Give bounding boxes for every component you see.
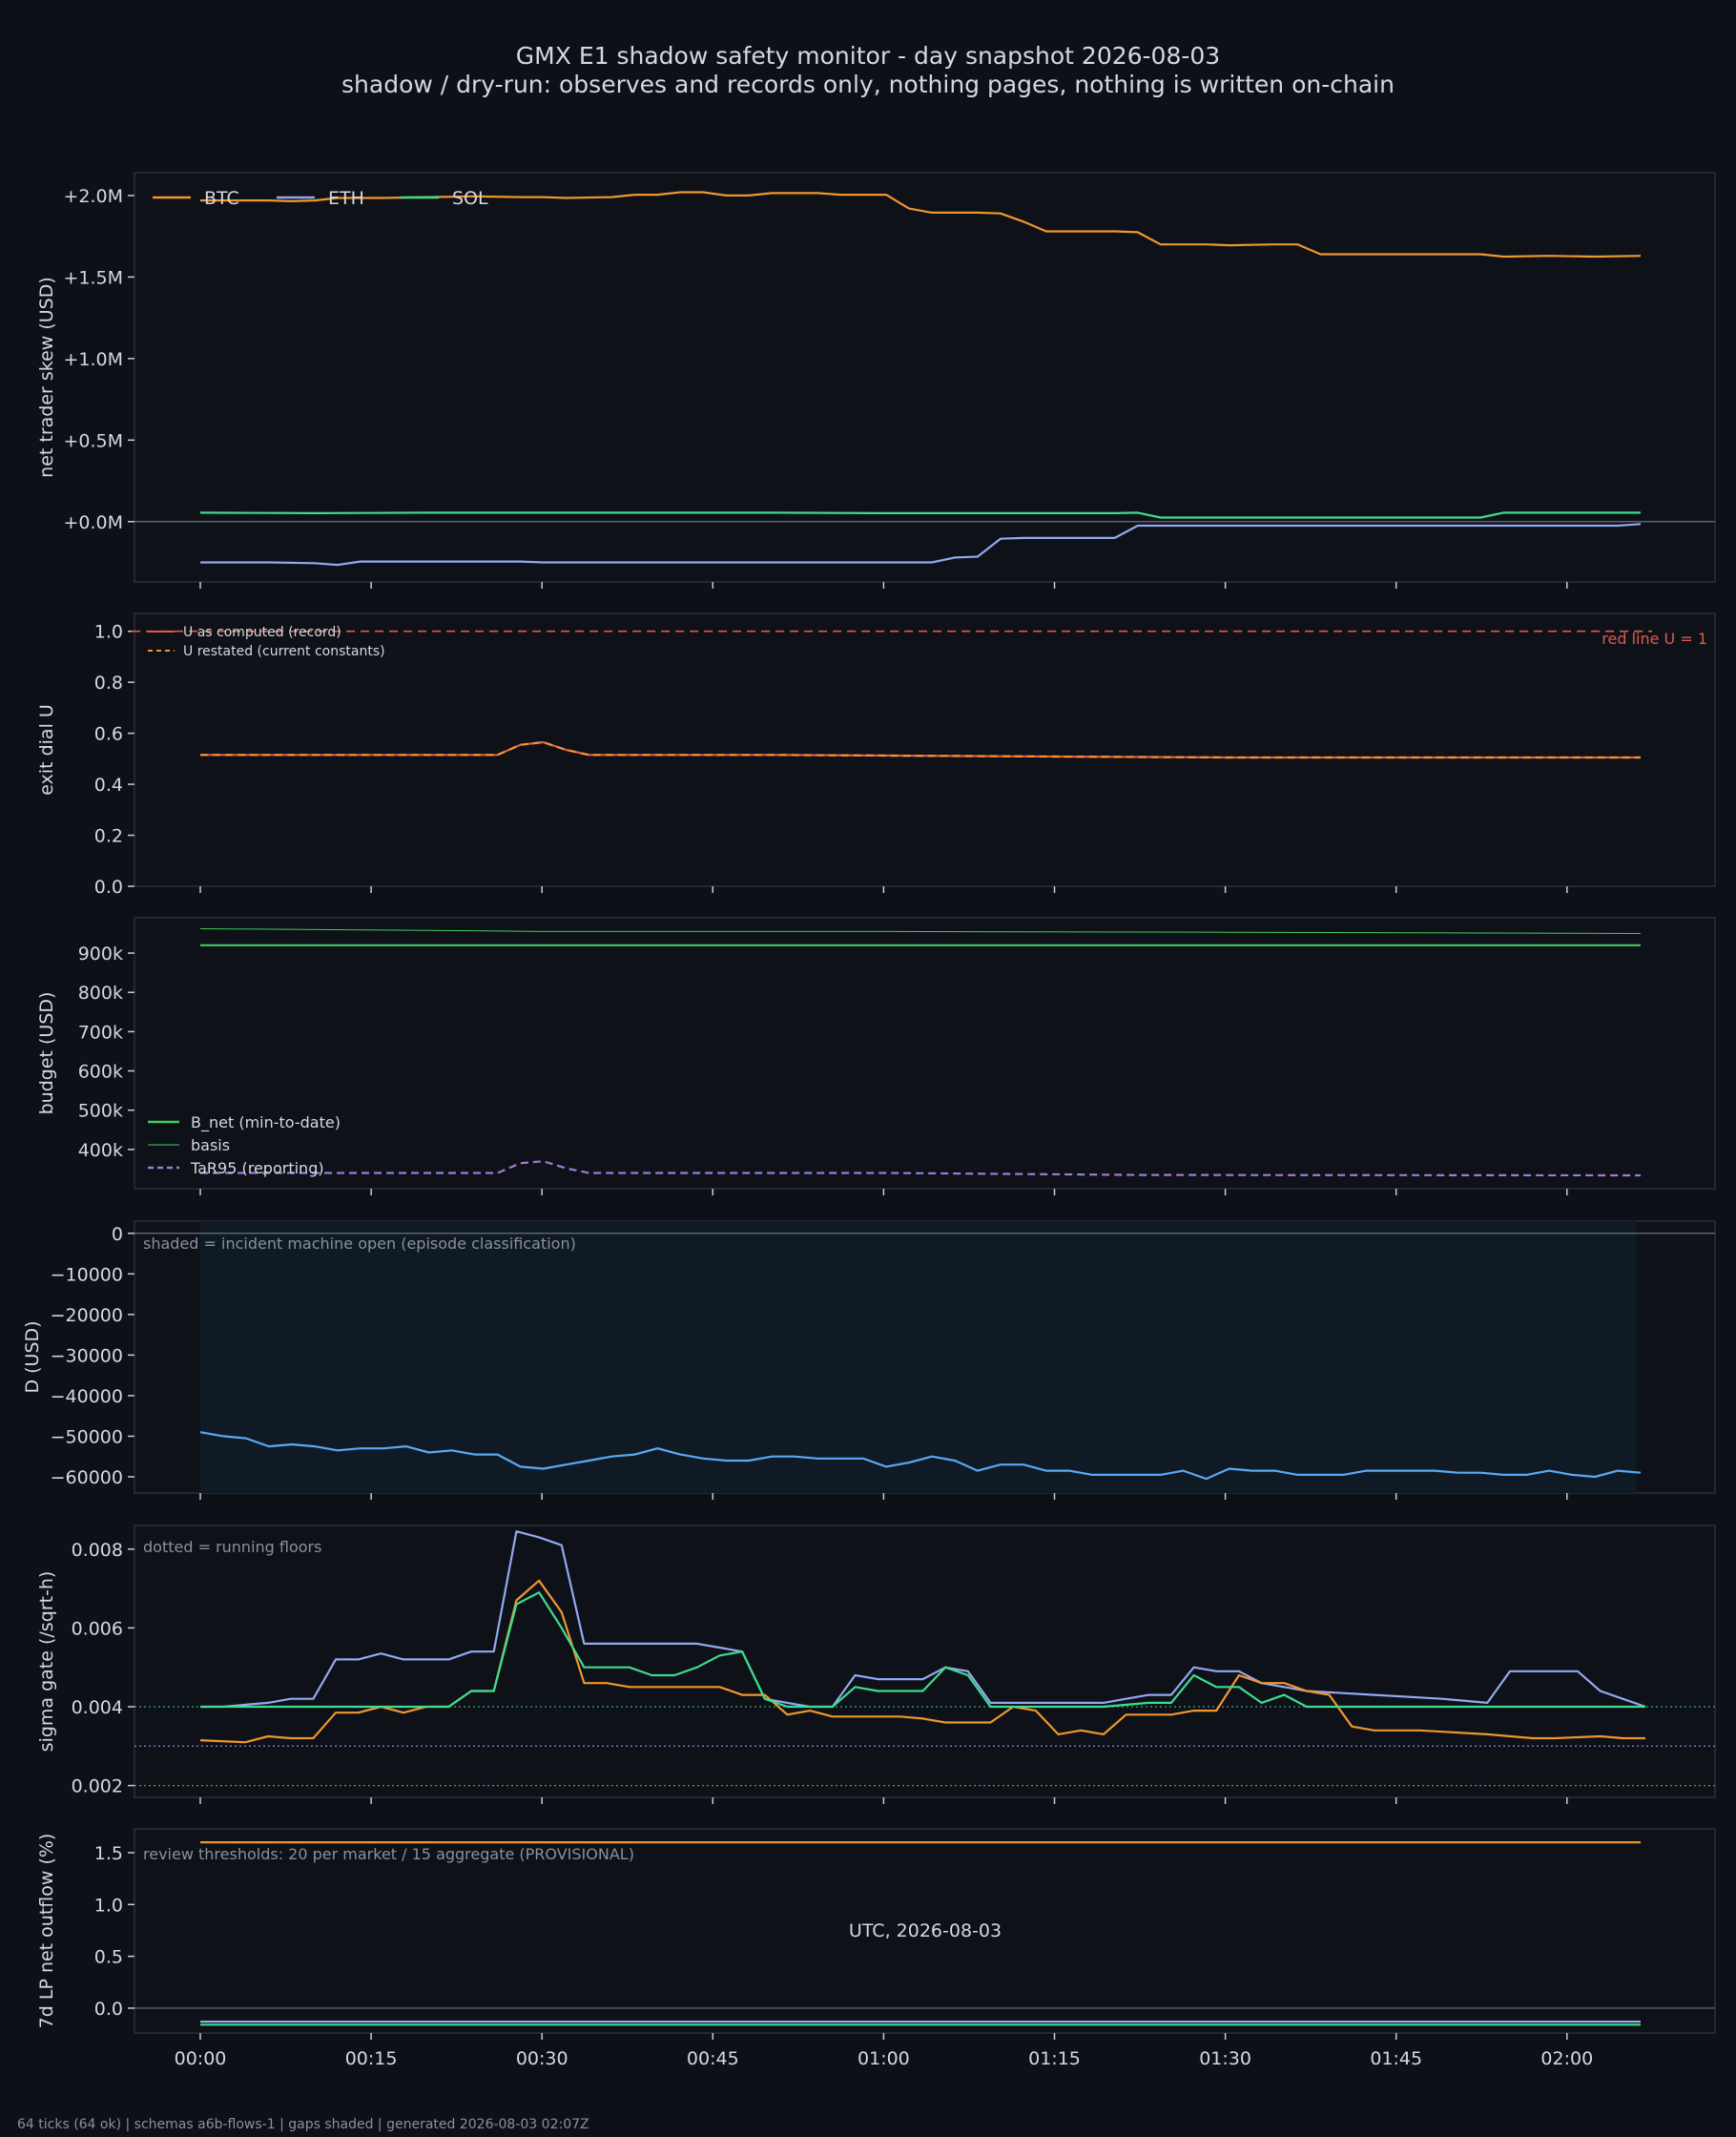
y-tick-label: 0.2 [94, 826, 123, 847]
legend-label: TaR95 (reporting) [190, 1159, 324, 1177]
legend-label: basis [191, 1136, 230, 1154]
figure-subtitle: shadow / dry-run: observes and records o… [341, 71, 1395, 98]
y-tick-label: −40000 [51, 1386, 123, 1407]
incident-shade [200, 1221, 1637, 1493]
x-tick-label: 00:15 [345, 2048, 398, 2069]
y-tick-label: 0.4 [94, 775, 123, 796]
x-tick-label: 01:30 [1199, 2048, 1251, 2069]
panel-frame [134, 917, 1716, 1190]
y-axis-label: D (USD) [22, 1320, 43, 1393]
x-tick-label: 00:45 [687, 2048, 739, 2069]
x-tick-label: 02:00 [1540, 2048, 1593, 2069]
series-line-tar95 [200, 1160, 1642, 1177]
y-tick-label: 0.006 [72, 1618, 123, 1639]
panel-frame [134, 172, 1716, 583]
y-axis-label: exit dial U [36, 704, 57, 796]
y-axis-label: net trader skew (USD) [36, 277, 57, 478]
figure-title: GMX E1 shadow safety monitor - day snaps… [516, 42, 1220, 70]
series-line-sol [200, 1591, 1645, 1709]
red-line-annotation: red line U = 1 [1602, 630, 1707, 648]
legend-label: U restated (current constants) [183, 644, 385, 659]
y-tick-label: 1.0 [94, 622, 123, 643]
panel-5: 0.002 0.004 0.006 0.008 sigma gate (/sqrt-h)… [36, 1525, 1716, 1804]
series-line-btc [200, 191, 1642, 259]
y-tick-label: 700k [78, 1022, 123, 1043]
x-axis-label: UTC, 2026-08-03 [849, 1920, 1002, 1941]
y-tick-label: +0.0M [63, 512, 123, 533]
panel-3: 400k 500k 600k 700k 800k 900k budget (USD) B_ne… [36, 917, 1716, 1195]
panel-2: 0.0 0.2 0.4 0.6 0.8 1.0 exit dial U U as comput… [36, 612, 1716, 898]
panel-4: 0 −10000 −20000 −30000 −40000 −50000 −60000 D (… [22, 1220, 1716, 1500]
legend-label: SOL [452, 188, 488, 209]
y-tick-label: +2.0M [63, 186, 123, 207]
y-tick-label: 900k [78, 944, 123, 965]
y-tick-label: 0.6 [94, 724, 123, 745]
legend-label: ETH [328, 188, 364, 209]
y-tick-label: 600k [78, 1062, 123, 1083]
y-tick-label: 0.8 [94, 673, 123, 694]
panel-note: shaded = incident machine open (episode … [143, 1234, 576, 1253]
y-tick-label: 0 [112, 1224, 123, 1245]
y-tick-label: −30000 [51, 1345, 123, 1366]
y-tick-label: 1.0 [94, 1895, 123, 1916]
y-tick-label: 500k [78, 1101, 123, 1122]
y-tick-label: 0.5 [94, 1947, 123, 1968]
y-tick-label: −60000 [51, 1467, 123, 1488]
series-line-eth [200, 523, 1642, 567]
series-line-eth [200, 1530, 1646, 1709]
panel-frame [134, 1828, 1716, 2034]
y-tick-label: 800k [78, 983, 123, 1004]
y-tick-label: +0.5M [63, 430, 123, 451]
panel-note: review thresholds: 20 per market / 15 ag… [143, 1845, 634, 1863]
y-tick-label: −50000 [51, 1426, 123, 1447]
panel-frame [134, 1525, 1716, 1798]
legend-label: B_net (min-to-date) [191, 1113, 341, 1132]
panel-1: +2.0M +1.5M +1.0M +0.5M +0.0M net trader skew… [36, 172, 1716, 589]
y-tick-label: −10000 [51, 1264, 123, 1285]
y-axis-label: budget (USD) [36, 992, 57, 1115]
legend-label: BTC [204, 188, 239, 209]
series-line-u [200, 740, 1641, 759]
x-tick-label: 00:00 [175, 2048, 227, 2069]
y-tick-label: 0.008 [72, 1540, 123, 1561]
legend-label: U as computed (record) [183, 625, 341, 640]
x-tick-label: 00:30 [516, 2048, 568, 2069]
y-tick-label: −20000 [51, 1305, 123, 1326]
y-axis-label: sigma gate (/sqrt-h) [36, 1571, 57, 1753]
x-tick-label: 01:15 [1028, 2048, 1081, 2069]
series-line-sol [199, 511, 1641, 519]
y-tick-label: +1.0M [63, 349, 123, 370]
y-tick-label: 0.0 [94, 1999, 123, 2020]
y-axis-label: 7d LP net outflow (%) [36, 1834, 57, 2029]
y-tick-label: 0.0 [94, 877, 123, 898]
panel-frame [134, 612, 1716, 887]
y-tick-label: 1.5 [94, 1843, 123, 1864]
series-line-btc [199, 1579, 1645, 1744]
x-tick-label: 01:45 [1370, 2048, 1422, 2069]
y-tick-label: 0.004 [72, 1697, 123, 1718]
y-tick-label: 0.002 [72, 1776, 123, 1797]
x-tick-label: 01:00 [858, 2048, 910, 2069]
series-line-d [199, 1431, 1642, 1481]
series-line-basis [199, 928, 1642, 934]
panels: +2.0M +1.5M +1.0M +0.5M +0.0M net trader skew… [22, 172, 1716, 2069]
panel-note: dotted = running floors [143, 1538, 321, 1556]
footer-text: 64 ticks (64 ok) | schemas a6b-flows-1 |… [17, 2117, 589, 2132]
y-tick-label: +1.5M [63, 267, 123, 288]
panel-6: 0.0 0.5 1.0 1.5 7d LP net outflow (%) review … [36, 1828, 1716, 2040]
y-tick-label: 400k [78, 1140, 123, 1161]
